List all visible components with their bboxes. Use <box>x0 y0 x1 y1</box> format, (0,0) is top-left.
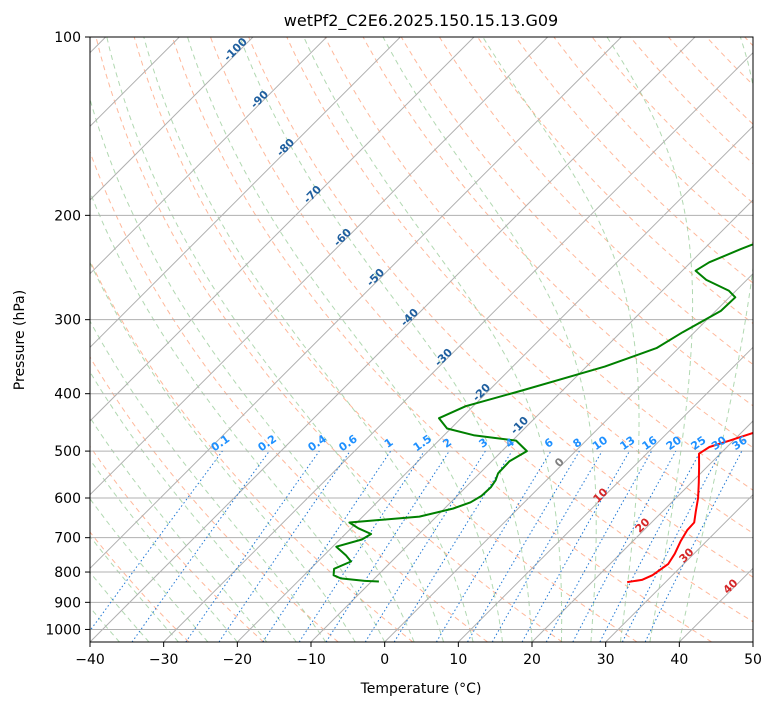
x-axis-title: Temperature (°C) <box>360 681 482 697</box>
moist-adiabat <box>606 37 694 642</box>
y-tick-label: 1000 <box>45 622 81 638</box>
mixing-ratio-line <box>545 450 653 642</box>
x-tick-label: −40 <box>75 652 105 668</box>
mixing-ratio-line <box>572 450 677 642</box>
isotherm <box>90 37 622 570</box>
isotherm <box>310 199 753 642</box>
dry-adiabat <box>248 37 753 578</box>
dry-adiabat <box>90 356 339 642</box>
x-tick-label: −10 <box>296 652 326 668</box>
moist-adiabat <box>482 37 640 642</box>
x-tick-label: 30 <box>597 652 615 668</box>
x-tick-label: 10 <box>449 652 467 668</box>
y-tick-label: 400 <box>54 387 81 403</box>
isotherm <box>90 37 401 349</box>
mixing-ratio-line <box>325 450 450 642</box>
dry-adiabat <box>90 531 190 642</box>
dry-adiabat <box>324 37 753 491</box>
y-axis-title: Pressure (hPa) <box>12 290 28 390</box>
plot-frame <box>89 36 754 643</box>
y-tick-label: 300 <box>54 313 81 329</box>
y-axis: 100 200 300 400 500 600 700 800 900 1000 <box>45 30 90 638</box>
moist-adiabat <box>90 97 415 642</box>
dry-adiabat <box>95 37 563 642</box>
y-tick-label: 100 <box>54 30 81 46</box>
x-tick-label: 20 <box>523 652 541 668</box>
x-tick-label: 40 <box>670 652 688 668</box>
moist-adiabat <box>187 37 503 642</box>
isotherm <box>90 37 475 422</box>
moist-adiabat <box>90 535 179 642</box>
mixing-ratio-line <box>521 450 630 642</box>
isotherm <box>605 493 753 642</box>
mixing-ratio-line <box>262 450 392 642</box>
isotherm <box>163 51 753 642</box>
mixing-ratio-line <box>131 450 270 642</box>
y-tick-label: 900 <box>54 595 81 611</box>
mixing-ratio-line <box>298 450 425 642</box>
mixing-ratio-line <box>644 450 743 642</box>
moist-adiabat <box>90 458 238 642</box>
moist-adiabat <box>303 37 563 642</box>
moist-adiabat <box>90 571 150 642</box>
isotherm <box>457 346 753 642</box>
isotherm <box>90 37 696 642</box>
dry-adiabat <box>400 37 753 407</box>
dry-adiabat <box>286 37 753 534</box>
isotherm <box>384 272 753 642</box>
dry-adiabat <box>210 37 753 623</box>
moist-adiabat <box>239 37 533 642</box>
y-tick-label: 800 <box>54 565 81 581</box>
isotherm <box>90 37 254 201</box>
moist-adiabat <box>106 37 445 642</box>
background-lines <box>90 37 753 642</box>
isotherm <box>531 420 753 642</box>
dry-adiabat <box>90 259 414 642</box>
y-tick-label: 600 <box>54 491 81 507</box>
isotherm <box>236 125 753 642</box>
moist-adiabat <box>90 497 209 642</box>
x-tick-label: 0 <box>380 652 389 668</box>
y-tick-label: 700 <box>54 531 81 547</box>
mixing-ratio-line <box>185 450 320 642</box>
x-tick-label: −30 <box>149 652 179 668</box>
isotherm <box>90 37 328 275</box>
x-tick-label: −20 <box>223 652 253 668</box>
moist-adiabat <box>90 416 268 642</box>
moist-adiabat <box>90 190 386 642</box>
x-axis: −40 −30 −20 −10 0 10 20 30 40 50 <box>75 642 762 668</box>
sounding-profiles <box>332 243 753 584</box>
moist-adiabat <box>143 37 474 642</box>
dewpoint-line <box>332 243 753 583</box>
mixing-ratio-line <box>393 450 513 642</box>
chart-title: wetPf2_C2E6.2025.150.15.13.G09 <box>284 11 558 31</box>
mixing-ratio-line <box>218 450 351 642</box>
isotherm <box>90 37 549 496</box>
y-tick-label: 500 <box>54 444 81 460</box>
x-tick-label: 50 <box>744 652 762 668</box>
moist-adiabat <box>382 37 597 642</box>
mixing-ratio-line <box>90 450 223 632</box>
dry-adiabat <box>133 37 638 642</box>
temperature-line <box>627 431 753 584</box>
moist-adiabat <box>90 261 356 642</box>
y-tick-label: 200 <box>54 208 81 224</box>
dry-adiabat <box>438 37 753 366</box>
